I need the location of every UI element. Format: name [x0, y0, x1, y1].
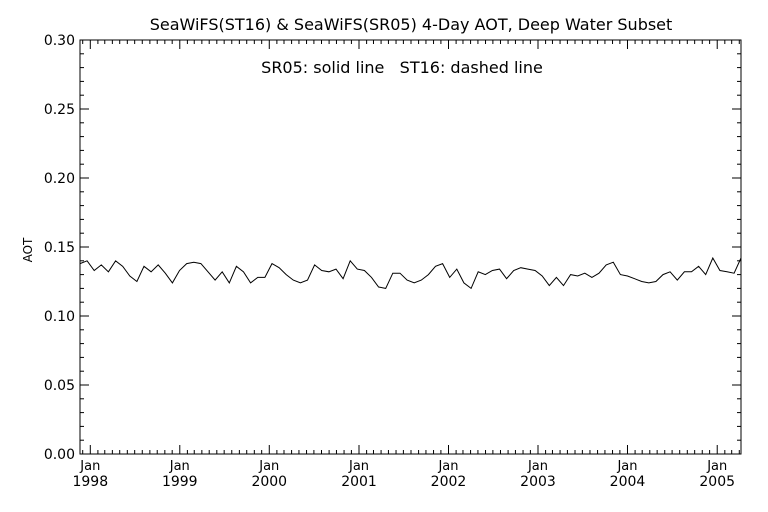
plot-frame: [79, 39, 742, 455]
y-tick-label: 0.30: [44, 33, 75, 49]
y-tick-label: 0.20: [44, 171, 75, 187]
x-tick-month-label: Jan: [348, 459, 369, 474]
y-tick-label: 0.05: [44, 378, 75, 394]
x-tick-month-label: Jan: [79, 459, 100, 474]
x-tick-year-label: 2004: [610, 474, 646, 490]
x-tick-month-label: Jan: [258, 459, 279, 474]
y-tick-label: 0.10: [44, 309, 75, 325]
x-tick-year-label: 1998: [72, 474, 108, 490]
x-tick-year-label: 2002: [431, 474, 467, 490]
chart-title: SeaWiFS(ST16) & SeaWiFS(SR05) 4-Day AOT,…: [150, 15, 673, 34]
x-tick-year-label: 2005: [699, 474, 735, 490]
x-tick-year-label: 2000: [251, 474, 287, 490]
series-line-sr05: [79, 256, 742, 290]
x-tick-month-label: Jan: [169, 459, 190, 474]
x-tick-month-label: Jan: [527, 459, 548, 474]
x-tick-month-label: Jan: [616, 459, 637, 474]
x-tick-year-label: 2001: [341, 474, 377, 490]
y-tick-label: 0.25: [44, 102, 75, 118]
x-tick-year-label: 1999: [162, 474, 198, 490]
y-tick-label: 0.00: [44, 447, 75, 463]
x-tick-month-label: Jan: [706, 459, 727, 474]
x-axis: Jan1998Jan1999Jan2000Jan2001Jan2002Jan20…: [72, 40, 740, 490]
x-tick-year-label: 2003: [520, 474, 556, 490]
legend-annotation: SR05: solid line ST16: dashed line: [261, 58, 543, 77]
y-axis: 0.00 0.05 0.10 0.15 0.20 0.25 0.30: [44, 33, 741, 463]
x-tick-month-label: Jan: [437, 459, 458, 474]
y-tick-label: 0.15: [44, 240, 75, 256]
series-layer: [79, 256, 742, 290]
y-axis-label: AOT: [21, 237, 35, 262]
